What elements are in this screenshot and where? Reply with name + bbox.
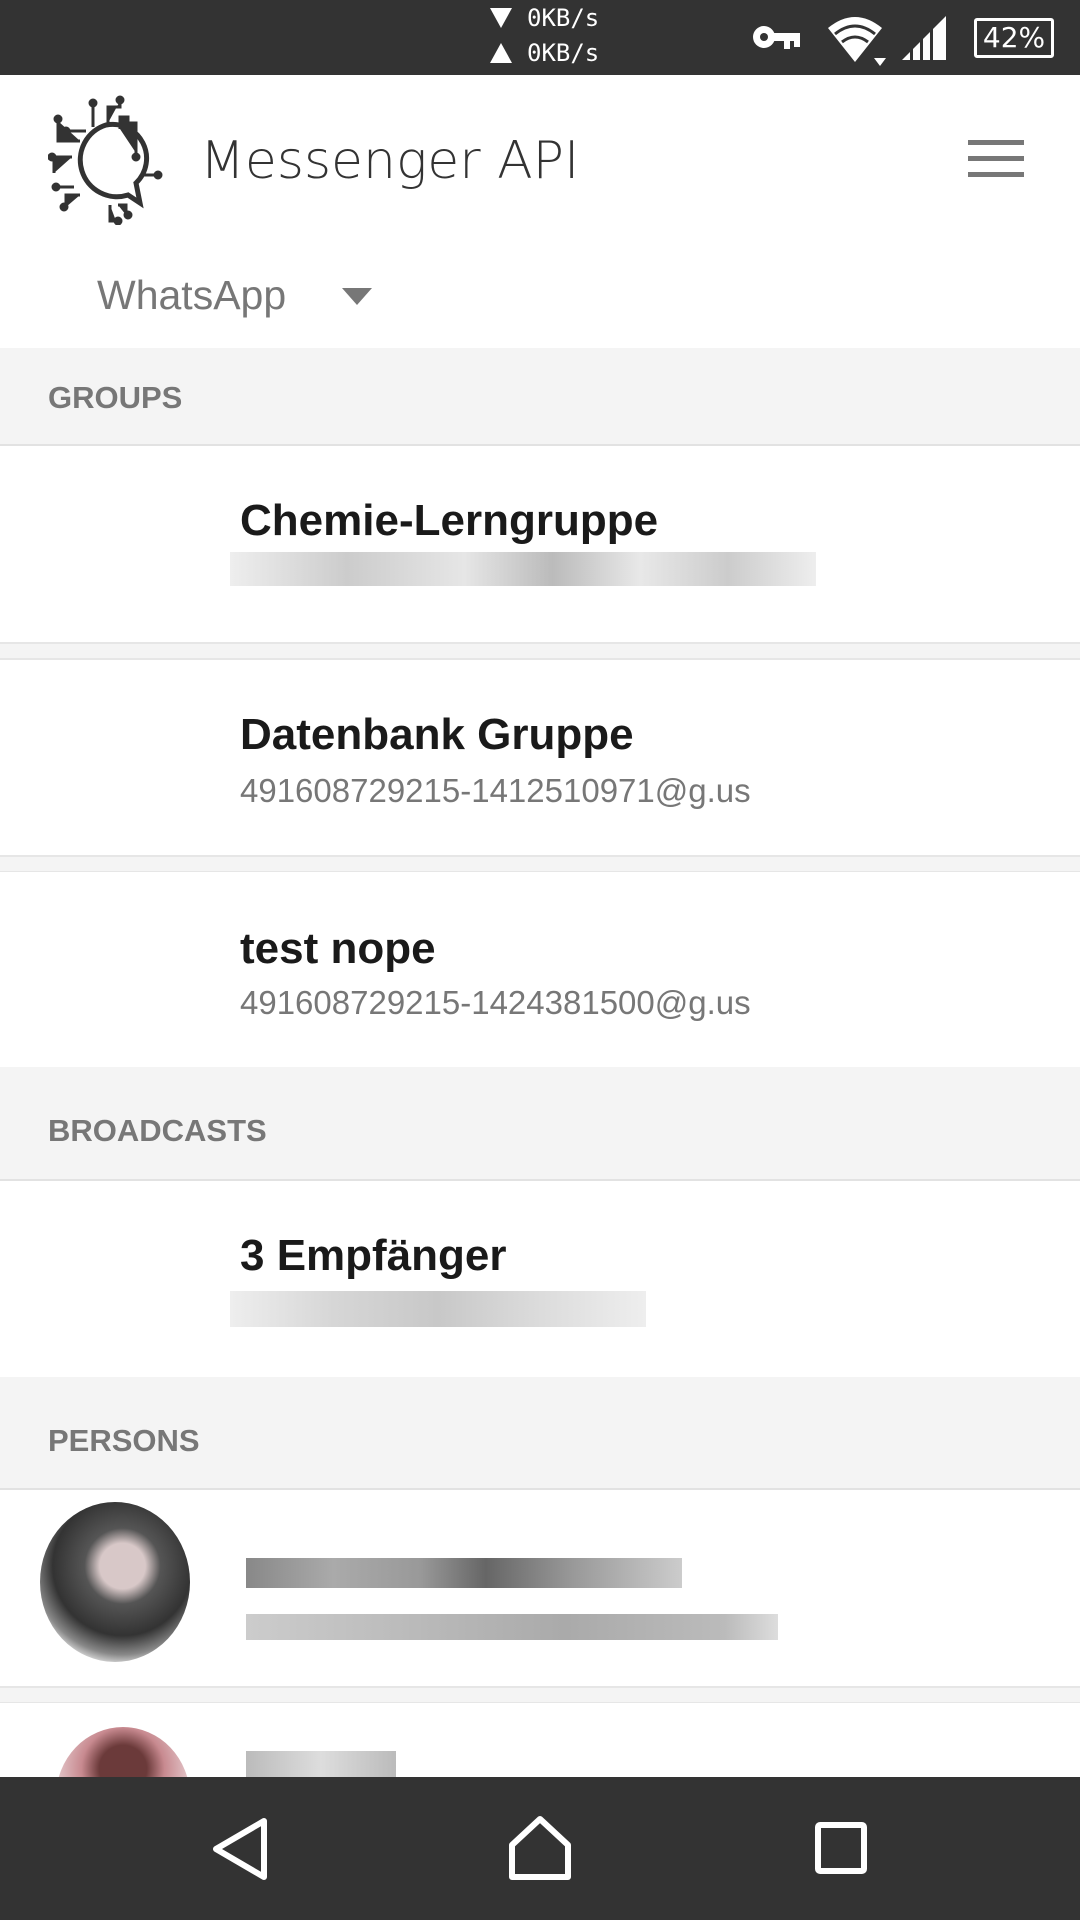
- group-name: Datenbank Gruppe: [240, 710, 634, 759]
- group-name: test nope: [240, 924, 436, 973]
- upload-arrow-icon: [490, 43, 512, 63]
- person-item[interactable]: [0, 1703, 1080, 1777]
- section-groups: GROUPS: [0, 348, 1080, 446]
- download-speed: 0KB/s: [527, 4, 600, 32]
- section-label: BROADCASTS: [48, 1113, 267, 1148]
- avatar: [40, 1502, 190, 1662]
- person-item[interactable]: [0, 1490, 1080, 1686]
- section-broadcasts: BROADCASTS: [0, 1067, 1080, 1181]
- broadcast-id-redacted: [230, 1291, 646, 1327]
- navigation-bar: [0, 1777, 1080, 1920]
- group-id-redacted: [230, 552, 816, 586]
- messenger-dropdown-value: WhatsApp: [97, 272, 287, 318]
- chevron-down-icon[interactable]: [342, 288, 372, 305]
- vpn-key-icon: [753, 26, 800, 49]
- section-persons: PERSONS: [0, 1377, 1080, 1490]
- group-id: 491608729215-1424381500@g.us: [240, 984, 751, 1021]
- broadcast-name: 3 Empfänger: [240, 1231, 507, 1280]
- hamburger-icon: [968, 140, 1024, 145]
- person-name-redacted: [246, 1751, 396, 1777]
- group-item[interactable]: Chemie-Lerngruppe: [0, 446, 1080, 642]
- app-title: Messenger API: [200, 131, 580, 191]
- hamburger-icon-bar: [968, 156, 1024, 161]
- home-icon[interactable]: [508, 1815, 572, 1881]
- app-header: Messenger API: [0, 75, 1080, 348]
- section-label: GROUPS: [48, 380, 183, 415]
- status-bar: 0KB/s 0KB/s 42%: [0, 0, 1080, 75]
- group-item[interactable]: test nope 491608729215-1424381500@g.us: [0, 872, 1080, 1067]
- divider: [0, 855, 1080, 873]
- menu-button[interactable]: [958, 130, 1034, 200]
- group-id: 491608729215-1412510971@g.us: [240, 772, 751, 809]
- divider: [0, 1686, 1080, 1704]
- group-name: Chemie-Lerngruppe: [240, 496, 659, 545]
- app-logo: [48, 95, 163, 225]
- back-icon[interactable]: [210, 1817, 270, 1881]
- battery-icon: 42%: [974, 18, 1054, 58]
- group-item[interactable]: Datenbank Gruppe 491608729215-1412510971…: [0, 660, 1080, 855]
- hamburger-icon-bar: [968, 172, 1024, 177]
- wifi-icon: [828, 17, 886, 66]
- recents-icon[interactable]: [814, 1821, 868, 1875]
- section-label: PERSONS: [48, 1423, 200, 1458]
- person-id-redacted: [246, 1614, 778, 1640]
- upload-speed: 0KB/s: [527, 39, 600, 67]
- broadcast-item[interactable]: 3 Empfänger: [0, 1181, 1080, 1377]
- signal-icon: [902, 16, 946, 62]
- download-arrow-icon: [490, 8, 512, 28]
- person-name-redacted: [246, 1558, 682, 1588]
- avatar: [56, 1727, 190, 1777]
- divider: [0, 642, 1080, 660]
